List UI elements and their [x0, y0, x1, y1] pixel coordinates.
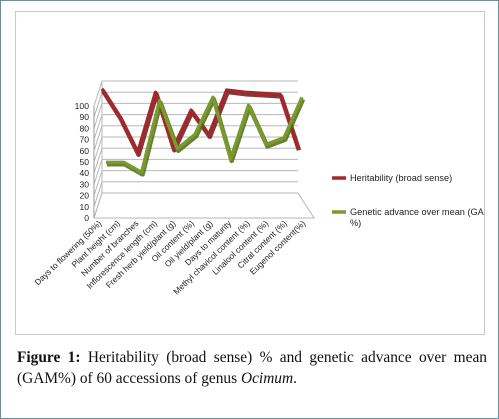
gridline-side [93, 192, 103, 219]
gridline-side [93, 159, 103, 185]
y-tick-label: 90 [79, 112, 89, 122]
gridline-side [93, 114, 103, 140]
caption-end: . [293, 370, 297, 387]
floor-plane [93, 192, 315, 219]
caption-text: Heritability (broad sense) % and genetic… [17, 349, 487, 387]
gridline-side [93, 92, 103, 118]
y-tick-label: 20 [79, 191, 89, 201]
gridline-side [93, 80, 103, 107]
y-tick-label: 100 [75, 101, 90, 111]
gridline-side [93, 148, 103, 174]
y-tick-label: 80 [79, 123, 89, 133]
gridline-side [93, 125, 103, 151]
x-axis: Days to flowering (50%)Plant height (cm)… [32, 218, 307, 297]
y-tick-label: 50 [79, 157, 89, 167]
y-tick-label: 40 [79, 168, 89, 178]
gridline-side [93, 181, 103, 207]
y-tick-label: 70 [79, 135, 89, 145]
gridline-side [93, 136, 103, 163]
chart-floor [93, 192, 315, 219]
caption-figure-label: Figure 1: [17, 349, 81, 366]
chart-area: 0 10 20 30 40 50 60 70 80 90 100 Days to flowering… [15, 11, 485, 335]
y-tick-label: 0 [84, 213, 89, 223]
caption-genus: Ocimum [240, 370, 294, 387]
figure-caption: Figure 1: Heritability (broad sense) % a… [17, 347, 487, 389]
y-tick-label: 10 [79, 202, 89, 212]
gridline-side [93, 170, 103, 196]
y-tick-label: 30 [79, 179, 89, 189]
legend: Heritability (broad sense) Genetic advan… [332, 173, 484, 228]
series-layer [100, 87, 306, 177]
legend-label-heritability: Heritability (broad sense) [350, 173, 452, 183]
series-line [106, 95, 304, 175]
legend-label-gam: Genetic advance over mean (GAM%) [350, 207, 484, 228]
y-tick-label: 60 [79, 146, 89, 156]
gridline-side [93, 103, 103, 129]
